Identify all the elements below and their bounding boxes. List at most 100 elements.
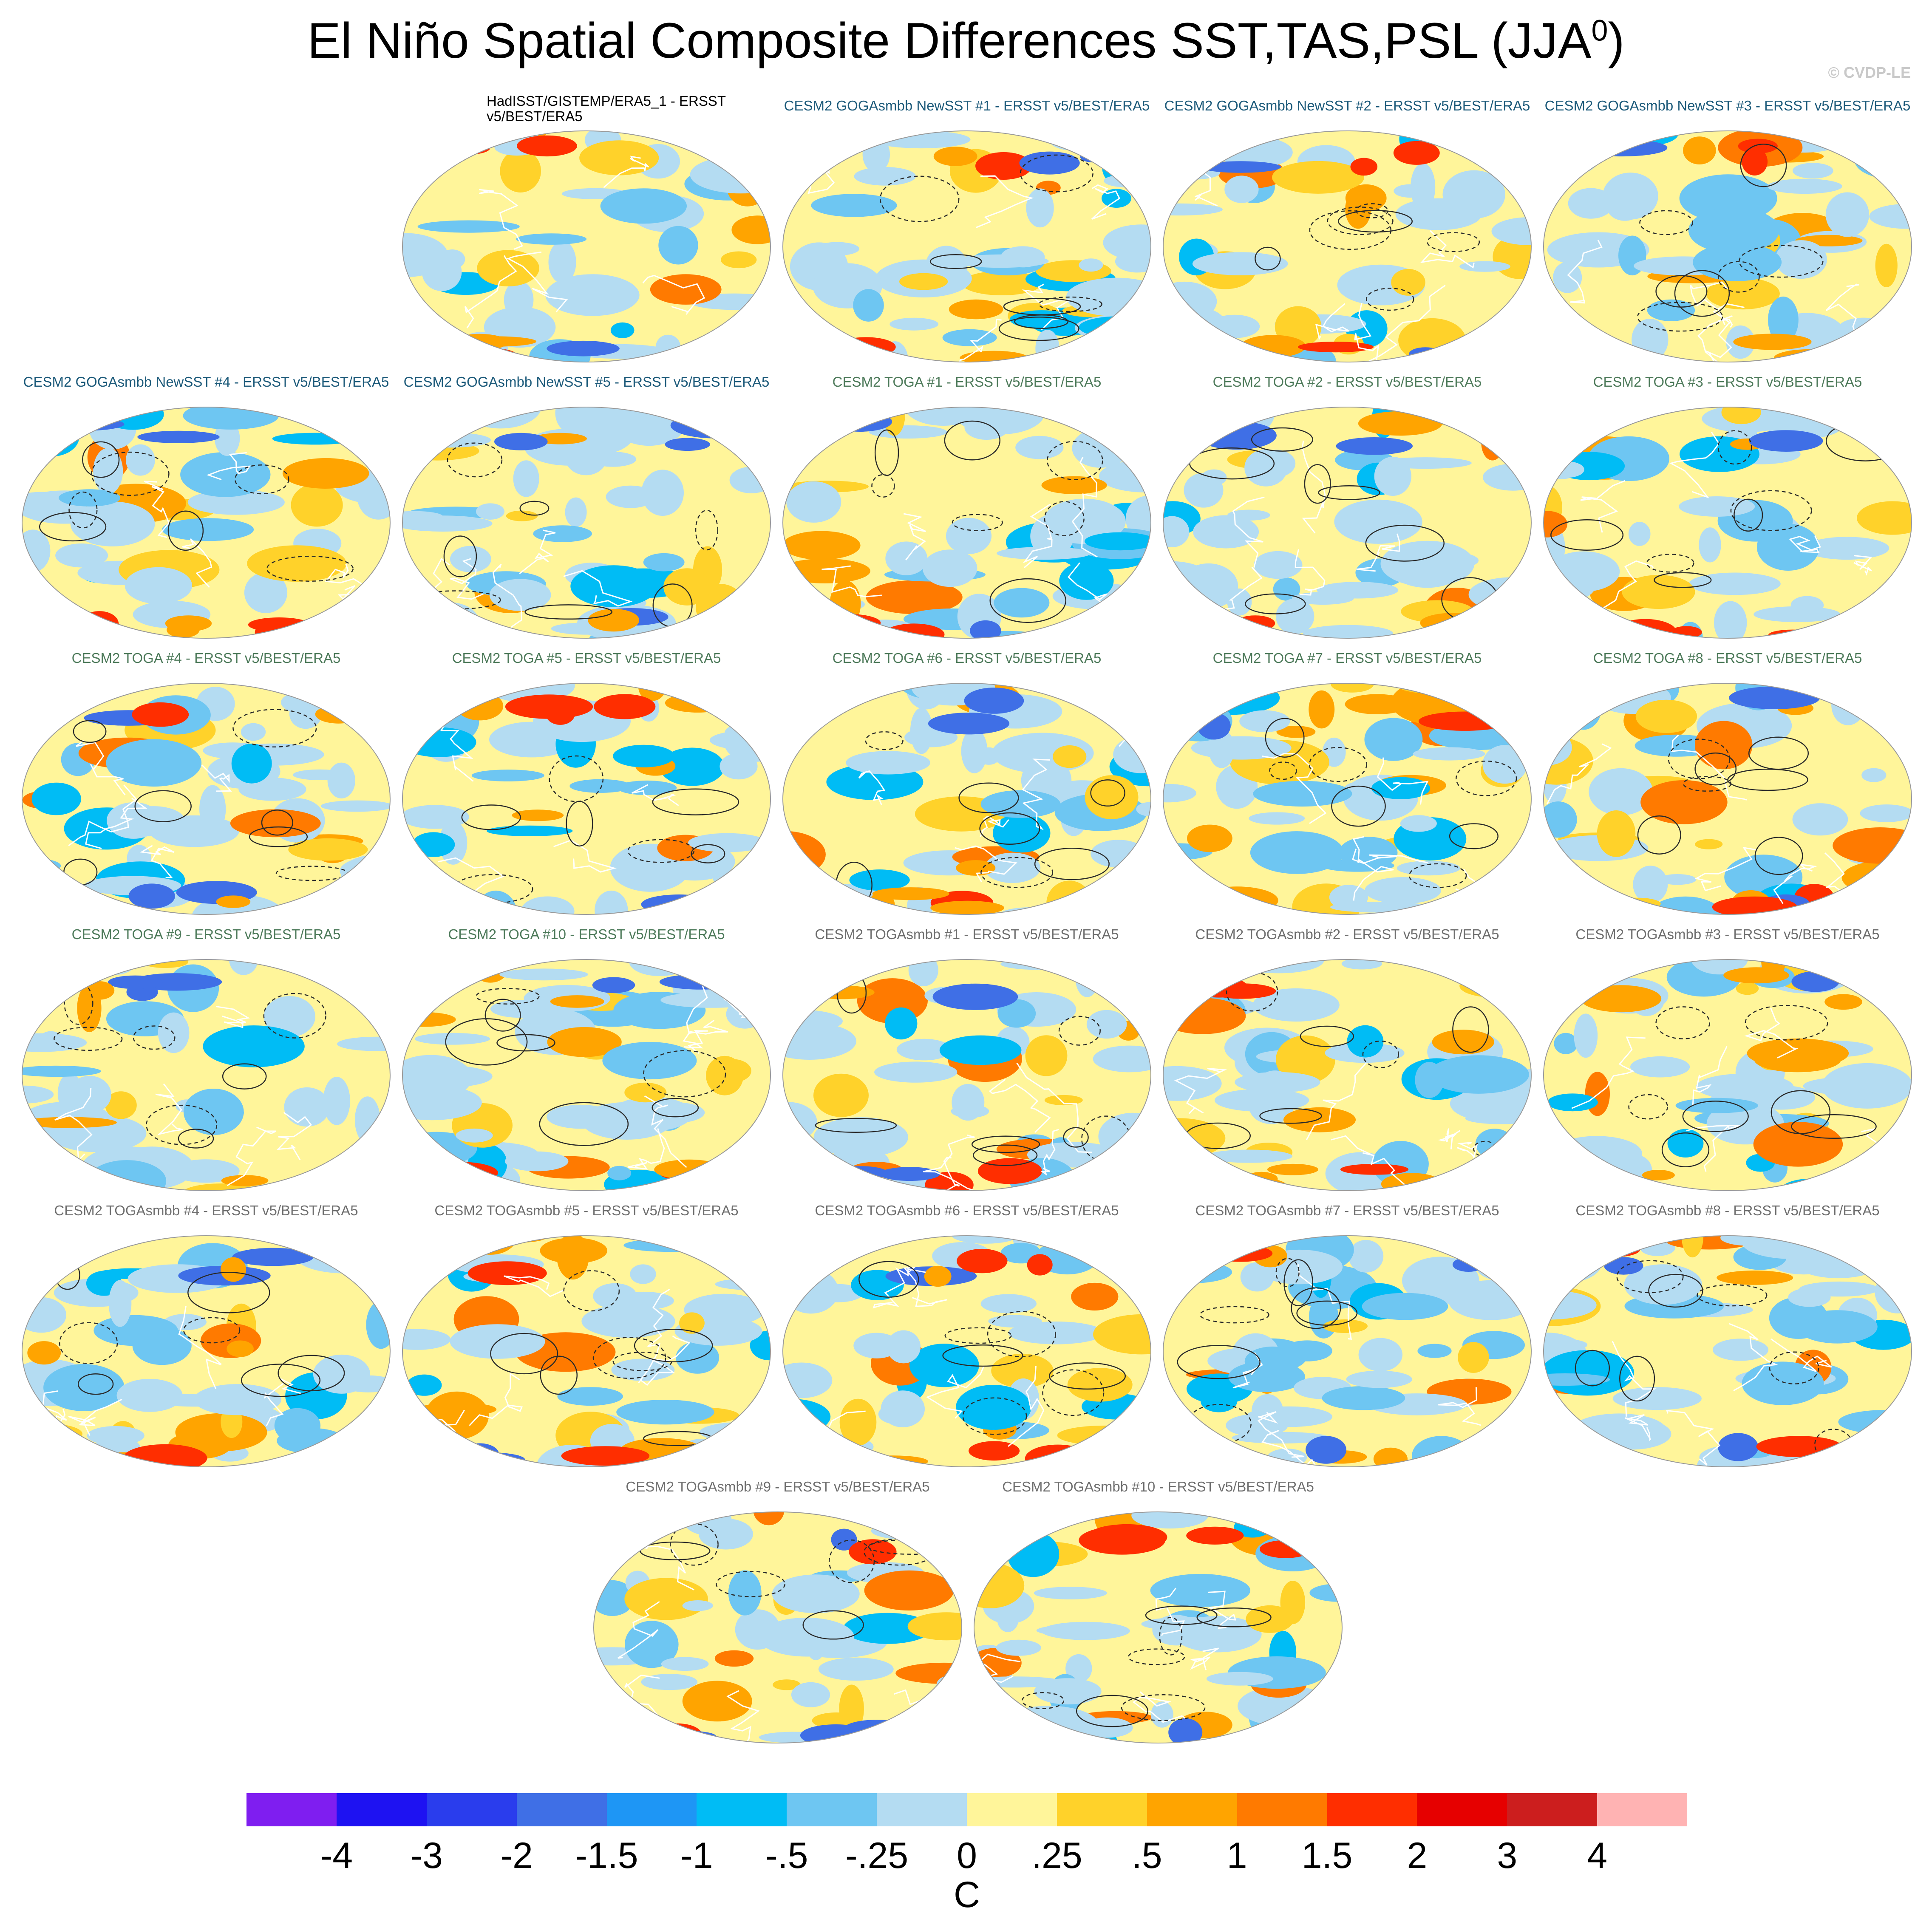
extreme-patch — [80, 611, 119, 637]
anomaly-patch — [570, 565, 657, 607]
anomaly-patch — [1283, 1107, 1356, 1132]
anomaly-patch — [1573, 1171, 1641, 1191]
anomaly-patch — [1365, 877, 1441, 904]
anomaly-patch — [593, 1283, 637, 1309]
psl-contour — [987, 1311, 1056, 1358]
anomaly-patch — [1272, 161, 1364, 194]
psl-contour — [1327, 207, 1394, 235]
anomaly-patch — [1803, 1077, 1892, 1095]
globe-map — [1163, 407, 1532, 639]
anomaly-patch — [1694, 721, 1753, 770]
globe-outline — [402, 959, 771, 1191]
anomaly-patch — [1558, 1179, 1657, 1191]
anomaly-patch — [595, 890, 628, 914]
anomaly-patch — [942, 329, 997, 346]
map-panel: CESM2 TOGA #3 - ERSST v5/BEST/ERA5 — [1543, 374, 1912, 646]
anomaly-patch — [320, 800, 390, 812]
anomaly-patch — [1309, 690, 1335, 729]
anomaly-patch — [772, 1574, 860, 1613]
anomaly-patch — [406, 1236, 477, 1262]
anomaly-patch — [489, 579, 551, 611]
psl-contour — [1076, 1695, 1148, 1727]
panel-title: CESM2 TOGAsmbb #1 - ERSST v5/BEST/ERA5 — [815, 926, 1119, 942]
psl-contour — [78, 1373, 114, 1395]
coastline — [1580, 480, 1626, 533]
anomaly-patch — [402, 131, 477, 160]
psl-contour — [634, 1329, 713, 1363]
anomaly-patch — [282, 458, 369, 489]
coastline — [216, 1006, 250, 1028]
psl-contour — [1121, 1694, 1206, 1721]
coastline — [1190, 1647, 1219, 1670]
psl-contour — [461, 804, 521, 830]
anomaly-patch — [783, 959, 822, 985]
anomaly-patch — [1875, 243, 1898, 287]
anomaly-patch — [594, 1713, 610, 1729]
anomaly-patch — [1565, 683, 1602, 730]
anomaly-patch — [1850, 683, 1892, 699]
anomaly-patch — [783, 1454, 850, 1467]
anomaly-patch — [125, 567, 193, 604]
panel-title: CESM2 TOGAsmbb #2 - ERSST v5/BEST/ERA5 — [1195, 926, 1499, 942]
anomaly-patch — [229, 959, 258, 975]
globe-map — [1543, 959, 1912, 1191]
anomaly-patch — [215, 421, 240, 456]
anomaly-patch — [1805, 537, 1890, 560]
psl-contour — [1427, 232, 1480, 252]
psl-contour — [652, 1098, 699, 1118]
colorbar-tick-label: -.5 — [765, 1835, 808, 1876]
map-panel: CESM2 TOGA #6 - ERSST v5/BEST/ERA5 — [782, 650, 1152, 922]
map-panel: HadISST/GISTEMP/ERA5_1 - ERSST v5/BEST/E… — [402, 93, 771, 370]
map-panel: CESM2 TOGA #9 - ERSST v5/BEST/ERA5 — [21, 926, 391, 1198]
extreme-patch — [315, 705, 362, 724]
coastline — [1669, 431, 1720, 498]
psl-contour — [263, 993, 326, 1039]
coastline — [822, 565, 882, 597]
anomaly-patch — [1093, 1314, 1151, 1355]
anomaly-patch — [424, 138, 453, 156]
anomaly-patch — [1861, 768, 1887, 782]
anomaly-patch — [1679, 496, 1755, 517]
coastline — [1356, 533, 1400, 572]
psl-contour — [1020, 154, 1093, 192]
anomaly-patch — [1852, 407, 1905, 423]
anomaly-patch — [108, 1280, 132, 1327]
anomaly-patch — [402, 1236, 440, 1268]
psl-contour — [91, 451, 170, 496]
anomaly-patch — [289, 699, 322, 729]
anomaly-patch — [923, 549, 977, 587]
anomaly-patch — [1224, 175, 1259, 203]
anomaly-patch — [1188, 689, 1235, 713]
coastline — [450, 558, 484, 600]
anomaly-patch — [1394, 131, 1448, 136]
psl-contour — [1408, 863, 1467, 888]
anomaly-patch — [1416, 552, 1479, 569]
anomaly-patch — [1555, 1236, 1653, 1241]
anomaly-patch — [864, 1570, 954, 1611]
coastline — [1016, 1062, 1092, 1153]
coastline — [1301, 440, 1326, 534]
psl-contour — [1694, 752, 1737, 786]
panel-title: CESM2 TOGA #8 - ERSST v5/BEST/ERA5 — [1593, 650, 1862, 666]
globe-outline — [402, 407, 771, 639]
coastline — [1174, 1067, 1227, 1114]
coastline — [1040, 1129, 1059, 1176]
anomaly-patch — [1067, 1368, 1133, 1402]
anomaly-patch — [1250, 831, 1344, 874]
anomaly-patch — [1034, 1587, 1107, 1599]
psl-contour — [1048, 1362, 1126, 1390]
extreme-patch — [588, 608, 640, 632]
anomaly-patch — [713, 1059, 751, 1083]
anomaly-patch — [1254, 551, 1303, 579]
colorbar-tick-label: 0 — [957, 1835, 977, 1876]
anomaly-patch — [180, 452, 271, 497]
anomaly-patch — [1571, 626, 1649, 638]
anomaly-patch — [1163, 1066, 1222, 1101]
anomaly-patch — [1721, 407, 1761, 425]
anomaly-patch — [424, 683, 493, 698]
coastline — [926, 1366, 985, 1419]
anomaly-patch — [158, 1012, 190, 1053]
anomaly-patch — [676, 1341, 720, 1374]
coastline — [519, 529, 556, 575]
psl-contour — [1356, 203, 1388, 218]
